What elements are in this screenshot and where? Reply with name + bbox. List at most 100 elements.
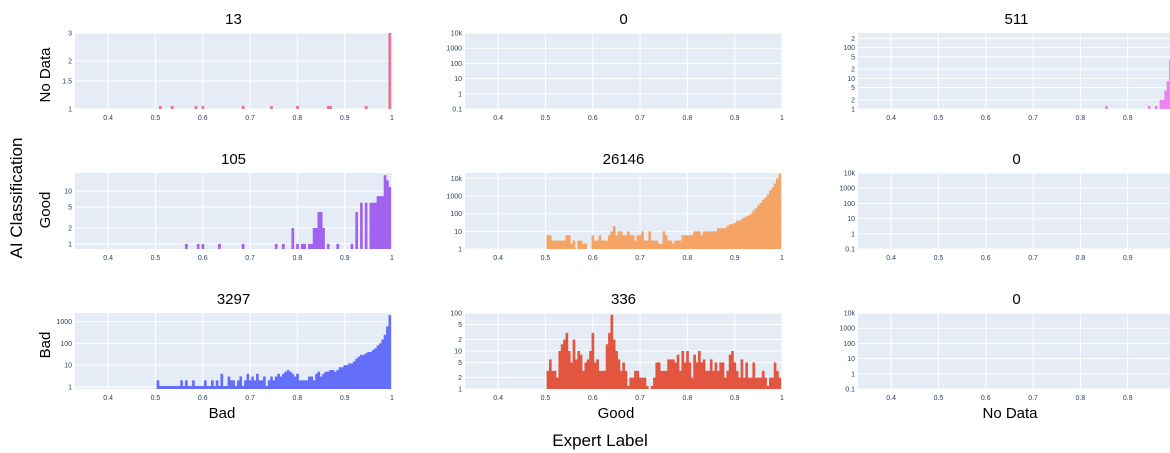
histogram-bar [551,240,555,249]
histogram-bar [383,334,387,389]
histogram-bar [367,352,370,389]
histogram-bar [712,231,715,249]
histogram-bar [768,190,772,249]
histogram-bar [695,362,699,389]
histogram-bar [360,202,363,249]
y-tick-label: 0.1 [452,107,462,114]
y-tick-label: 1 [851,107,855,114]
histogram-bar [364,353,368,389]
histogram-bar [177,386,181,389]
histogram-bar [386,180,389,249]
y-tick-label: 10 [847,356,855,363]
y-tick-label: 0.1 [845,387,855,394]
histogram-bar [329,369,332,389]
histogram-bar [778,173,782,249]
histogram-bar [251,376,254,389]
x-tick-label: 1 [780,115,784,122]
histogram-bar [605,240,609,249]
histogram-bar [1147,106,1151,109]
histogram-bar [570,362,573,389]
histogram-bar [662,231,666,249]
histogram-bar [324,371,328,389]
histogram-bar [196,243,200,249]
histogram-bar [270,106,273,109]
histogram-bar [601,240,604,249]
histogram-bar [726,370,730,389]
histogram-bar [761,199,765,249]
histogram-bar [232,380,235,389]
y-tick-label: 2 [68,225,72,232]
histogram-bar [686,351,689,389]
histogram-bar [270,376,273,389]
x-tick-label: 0.9 [340,255,350,262]
histogram-bar [645,240,649,249]
histogram-bar [567,351,571,389]
histogram-bar [374,202,377,249]
histogram-bar [735,220,739,249]
histogram-bar [203,380,207,389]
histogram-bar [289,371,292,389]
histogram-bar [277,373,280,389]
histogram-bar [702,359,706,389]
histogram-bar [319,376,323,389]
y-tick-label: 1 [851,371,855,378]
histogram-bar [577,351,581,389]
histogram-bar [714,362,718,389]
histogram-bar [674,240,678,249]
histogram-bar [185,380,188,389]
histogram-bar [660,370,663,389]
histogram-bar [709,231,713,249]
histogram-bar [688,235,692,249]
histogram-bar [754,208,758,249]
histogram-bar [719,362,722,389]
histogram-bar [615,235,618,249]
histogram-bar [319,212,323,249]
histogram-bar [369,202,373,249]
x-tick-label: 1 [390,255,394,262]
histogram-bar [669,240,673,249]
histogram-bar [764,377,767,389]
histogram-bar [617,231,621,249]
histogram-bar [716,228,720,249]
x-tick-label: 0.5 [934,395,944,402]
histogram-bar [679,370,682,389]
histogram-bar [579,240,583,249]
x-tick-label: 0.7 [1028,395,1038,402]
plot-area [465,33,782,109]
histogram-bar [336,369,340,389]
x-tick-label: 0.4 [886,255,896,262]
histogram-bar [698,231,701,249]
histogram-bar [329,106,332,109]
histogram-bar [163,386,167,389]
histogram-bar [388,315,392,389]
y-tick-label: 10k [844,171,856,178]
histogram-bar [381,196,385,249]
histogram-bar [158,386,162,389]
histogram-bar [627,231,630,249]
histogram-bar [255,373,259,389]
histogram-bar [586,359,590,389]
col-label-bad: Bad [209,405,236,422]
y-tick-label: 10 [454,76,462,83]
x-tick-label: 0.7 [245,395,255,402]
y-tick-label: 1 [851,231,855,238]
histogram-bar [752,210,756,249]
y-tick-label: 1 [458,387,462,394]
row-label-no-data: No Data [37,47,54,103]
y-tick-label: 10k [451,176,463,183]
y-tick-label: 10k [844,311,856,318]
histogram-bar [341,367,344,389]
histogram-bar [742,217,746,249]
histogram-bar [776,178,779,249]
histogram-bar [714,231,718,249]
histogram-bar [386,326,389,389]
histogram-bar [593,362,597,389]
x-tick-label: 1 [780,255,784,262]
histogram-bar [584,243,588,249]
histogram-bar [293,376,297,389]
subplot-0-2: 0.40.50.60.70.80.9112510251002511 [843,11,1170,122]
histogram-bar [603,240,607,249]
histogram-bar [579,354,583,389]
